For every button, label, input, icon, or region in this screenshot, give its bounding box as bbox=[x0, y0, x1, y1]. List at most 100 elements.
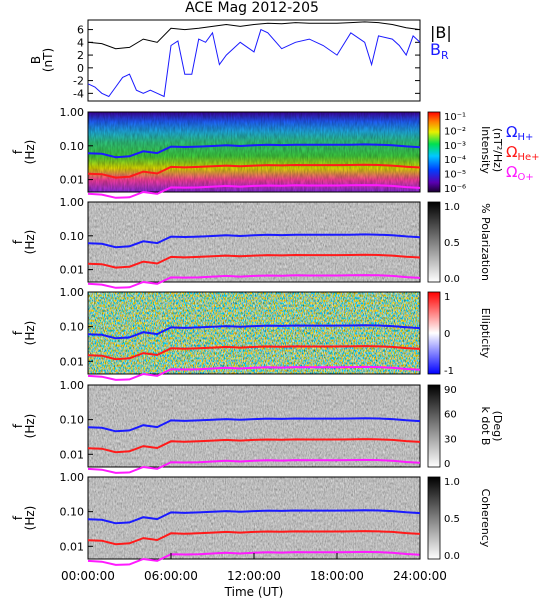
legend-b-r: BR bbox=[430, 40, 449, 62]
dynamic-layer: 1.000.100.01f(Hz)10⁻¹10⁻²10⁻³10⁻⁴10⁻⁵10⁻… bbox=[11, 106, 466, 566]
b-ylabel-unit: (nT) bbox=[41, 48, 55, 72]
legend-omega-he-main: Ω bbox=[506, 143, 517, 161]
colorbar-tick-label: 0.0 bbox=[444, 551, 460, 562]
f-ytick-label: 0.01 bbox=[60, 355, 85, 368]
f-ytick-label: 1.00 bbox=[60, 379, 85, 392]
colorbar-tick-label: 60 bbox=[444, 410, 457, 421]
intensity-colorbar bbox=[427, 111, 441, 193]
colorbar-tick-label: 10⁻⁶ bbox=[444, 184, 466, 195]
legend-omega-he-sub: He+ bbox=[517, 152, 539, 163]
colorbar-tick-label: 10⁻¹ bbox=[444, 112, 466, 123]
f-ytick-label: 0.01 bbox=[60, 540, 85, 553]
colorbar-tick-label: 10⁻⁴ bbox=[444, 155, 466, 166]
b-ytick-label: 0 bbox=[77, 62, 84, 75]
colorbar-tick-label: 10⁻³ bbox=[444, 141, 466, 152]
coherency-cbar-label: Coherency bbox=[479, 489, 492, 548]
gyro-line-he bbox=[87, 345, 421, 361]
f-ytick-label: 1.00 bbox=[60, 196, 85, 209]
legend-omega-h-main: Ω bbox=[506, 123, 517, 141]
gyro-line-h bbox=[87, 324, 421, 340]
legend-omega-o-main: Ω bbox=[506, 163, 517, 181]
polarization-cbar-label: % Polarization bbox=[479, 203, 492, 281]
gyro-line-he bbox=[87, 163, 421, 179]
gyro-line-he bbox=[87, 530, 421, 546]
intensity-cbar-label: Intensity bbox=[479, 126, 492, 174]
intensity-texture bbox=[88, 112, 420, 192]
f-ytick-label: 0.10 bbox=[60, 506, 85, 519]
f-ytick-label: 0.10 bbox=[60, 414, 85, 427]
f-ytick-label: 0.01 bbox=[60, 264, 85, 277]
colorbar-tick-label: 0.5 bbox=[444, 514, 460, 525]
f-ylabel: f bbox=[11, 239, 25, 244]
gyro-line-o bbox=[87, 458, 421, 474]
b-ytick-label: 2 bbox=[77, 49, 84, 62]
coherency-colorbar bbox=[427, 476, 441, 560]
f-ylabel: f bbox=[11, 515, 25, 520]
panel-axes-ellipticity: 1.00 0.10 0.01 f(Hz) 1 0 -1 bbox=[11, 286, 454, 381]
panel-axes-coherency: 1.00 0.10 0.01 f(Hz) 1.0 0.5 0.0 bbox=[11, 471, 460, 566]
b-ytick-label: 4 bbox=[77, 36, 84, 49]
colorbar-tick-label: -1 bbox=[444, 366, 454, 377]
legend-omega-he: ΩHe+ bbox=[506, 143, 540, 163]
f-ytick-label: 0.01 bbox=[60, 174, 85, 187]
kdotb-colorbar bbox=[427, 384, 441, 468]
gyro-line-o bbox=[87, 274, 421, 289]
gyro-line-o bbox=[87, 184, 421, 199]
time-axis: 00:00:00 06:00:00 12:00:00 18:00:00 24:00:00 bbox=[61, 553, 447, 583]
colorbar-tick-label: 0.5 bbox=[444, 238, 460, 249]
legend-omega-h: ΩH+ bbox=[506, 123, 533, 143]
f-ytick-label: 1.00 bbox=[60, 286, 85, 299]
gyro-line-h bbox=[87, 417, 421, 433]
panel-axes-k-dot-b: 1.00 0.10 0.01 f(Hz) 90 60 30 0 bbox=[11, 379, 457, 474]
b-field-frame bbox=[87, 19, 421, 102]
f-ytick-label: 0.10 bbox=[60, 140, 85, 153]
b-ytick-label: 6 bbox=[77, 24, 84, 37]
ellipticity-frame bbox=[87, 291, 421, 375]
polarization-colorbar bbox=[427, 201, 441, 283]
panel-axes-intensity: 1.00 0.10 0.01 f(Hz) 10⁻¹ 10⁻² 10⁻³ 10⁻⁴ 10⁻⁵ 10⁻… bbox=[11, 106, 466, 199]
f-ylabel: f bbox=[11, 423, 25, 428]
polarization-frame bbox=[87, 201, 421, 283]
kdotb-cbar-unit: (Deg) bbox=[491, 411, 504, 442]
colorbar-tick-label: 0.0 bbox=[444, 274, 460, 285]
gyro-line-h bbox=[87, 143, 421, 159]
colorbar-tick-label: 1.0 bbox=[444, 202, 460, 213]
xaxis-label: Time (UT) bbox=[224, 585, 284, 599]
colorbar-tick-label: 1 bbox=[444, 292, 450, 303]
gyro-line-he bbox=[87, 253, 421, 269]
kdotb-frame bbox=[87, 384, 421, 468]
xtick-label: 12:00:00 bbox=[227, 569, 281, 583]
b-r-line bbox=[87, 28, 421, 98]
f-ylabel: f bbox=[11, 330, 25, 335]
legend-omega-o-sub: O+ bbox=[517, 172, 533, 183]
legend-omega-h-sub: H+ bbox=[517, 132, 533, 143]
intensity-cbar-unit: (nT²/Hz) bbox=[491, 128, 504, 172]
ellipticity-spectrogram bbox=[88, 292, 420, 374]
intensity-frame bbox=[87, 111, 421, 193]
legend-b-r-sub: R bbox=[441, 49, 449, 62]
gyro-line-h bbox=[87, 509, 421, 525]
b-ytick-label: -4 bbox=[73, 87, 84, 100]
colorbar-tick-label: 90 bbox=[444, 385, 457, 396]
gyro-line-he bbox=[87, 438, 421, 454]
xtick-label: 18:00:00 bbox=[310, 569, 364, 583]
coherency-spectrogram bbox=[88, 477, 420, 559]
kdotb-spectrogram bbox=[88, 385, 420, 467]
gyro-line-h bbox=[87, 233, 421, 249]
gyro-line-o bbox=[87, 365, 421, 381]
b-ytick-label: -2 bbox=[73, 75, 84, 88]
xtick-label: 06:00:00 bbox=[144, 569, 198, 583]
f-ylabel: f bbox=[11, 149, 25, 154]
b-ylabel: B bbox=[29, 56, 43, 64]
f-ylabel-unit: (Hz) bbox=[23, 506, 37, 531]
gyro-line-o bbox=[87, 550, 421, 566]
colorbar-tick-label: 10⁻⁵ bbox=[444, 170, 466, 181]
ellipticity-colorbar bbox=[427, 291, 441, 375]
colorbar-tick-label: 0 bbox=[444, 459, 450, 470]
f-ylabel-unit: (Hz) bbox=[23, 140, 37, 165]
f-ytick-label: 1.00 bbox=[60, 471, 85, 484]
legend-omega-o: ΩO+ bbox=[506, 163, 534, 183]
